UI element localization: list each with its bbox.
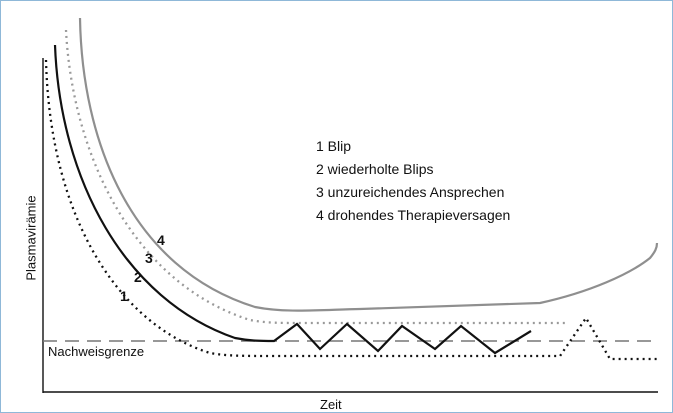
curve-number-2: 2 [134,270,142,284]
x-axis-label: Zeit [320,398,342,411]
legend-item-impending-therapy-failure: 4 drohendes Therapieversagen [316,208,510,222]
curve-number-3: 3 [145,251,153,265]
threshold-label: Nachweisgrenze [48,345,144,358]
y-axis-label: Plasmavirämie [24,195,39,280]
legend-item-repeated-blips: 2 wiederholte Blips [316,162,434,176]
curve-number-1: 1 [120,289,128,303]
legend-item-blip: 1 Blip [316,139,351,153]
curve-number-4: 4 [157,233,165,247]
legend-item-insufficient-response: 3 unzureichendes Ansprechen [316,185,504,199]
axes [43,58,658,393]
